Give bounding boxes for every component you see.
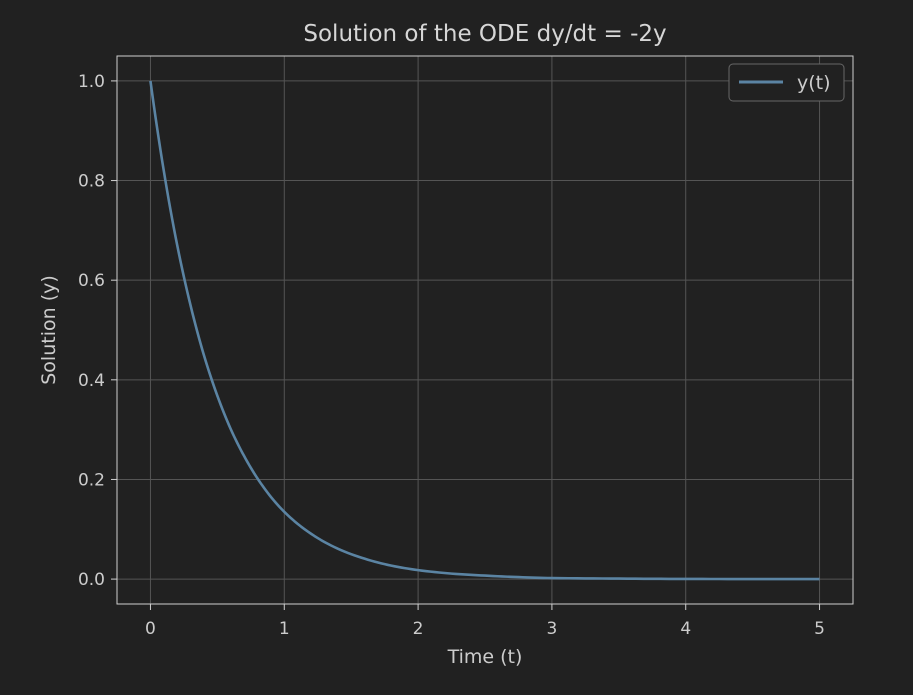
x-tick-label: 2 xyxy=(413,619,424,639)
y-axis-ticks: 0.0 0.2 0.4 0.6 0.8 1.0 xyxy=(78,72,117,590)
x-axis-label: Time (t) xyxy=(447,646,523,668)
legend: y(t) xyxy=(728,63,845,102)
y-tick-label: 0.8 xyxy=(78,172,105,192)
x-tick-label: 4 xyxy=(680,619,691,639)
y-tick-label: 0.0 xyxy=(78,570,105,590)
x-tick-label: 1 xyxy=(279,619,290,639)
chart-title: Solution of the ODE dy/dt = -2y xyxy=(303,21,666,47)
y-tick-label: 0.6 xyxy=(78,271,105,291)
legend-label-y-t: y(t) xyxy=(797,72,831,94)
x-tick-label: 0 xyxy=(145,619,156,639)
legend-box xyxy=(728,63,845,102)
x-tick-label: 3 xyxy=(546,619,557,639)
y-axis-label: Solution (y) xyxy=(38,275,60,385)
series-line-y-t xyxy=(149,80,820,581)
axes-frame xyxy=(116,55,854,605)
y-tick-label: 0.2 xyxy=(78,470,105,490)
y-tick-label: 1.0 xyxy=(78,72,105,92)
grid-layer xyxy=(117,56,853,604)
x-axis-ticks: 0 1 2 3 4 5 xyxy=(145,604,825,639)
x-tick-label: 5 xyxy=(814,619,825,639)
series-layer xyxy=(149,80,820,581)
y-tick-label: 0.4 xyxy=(78,371,105,391)
